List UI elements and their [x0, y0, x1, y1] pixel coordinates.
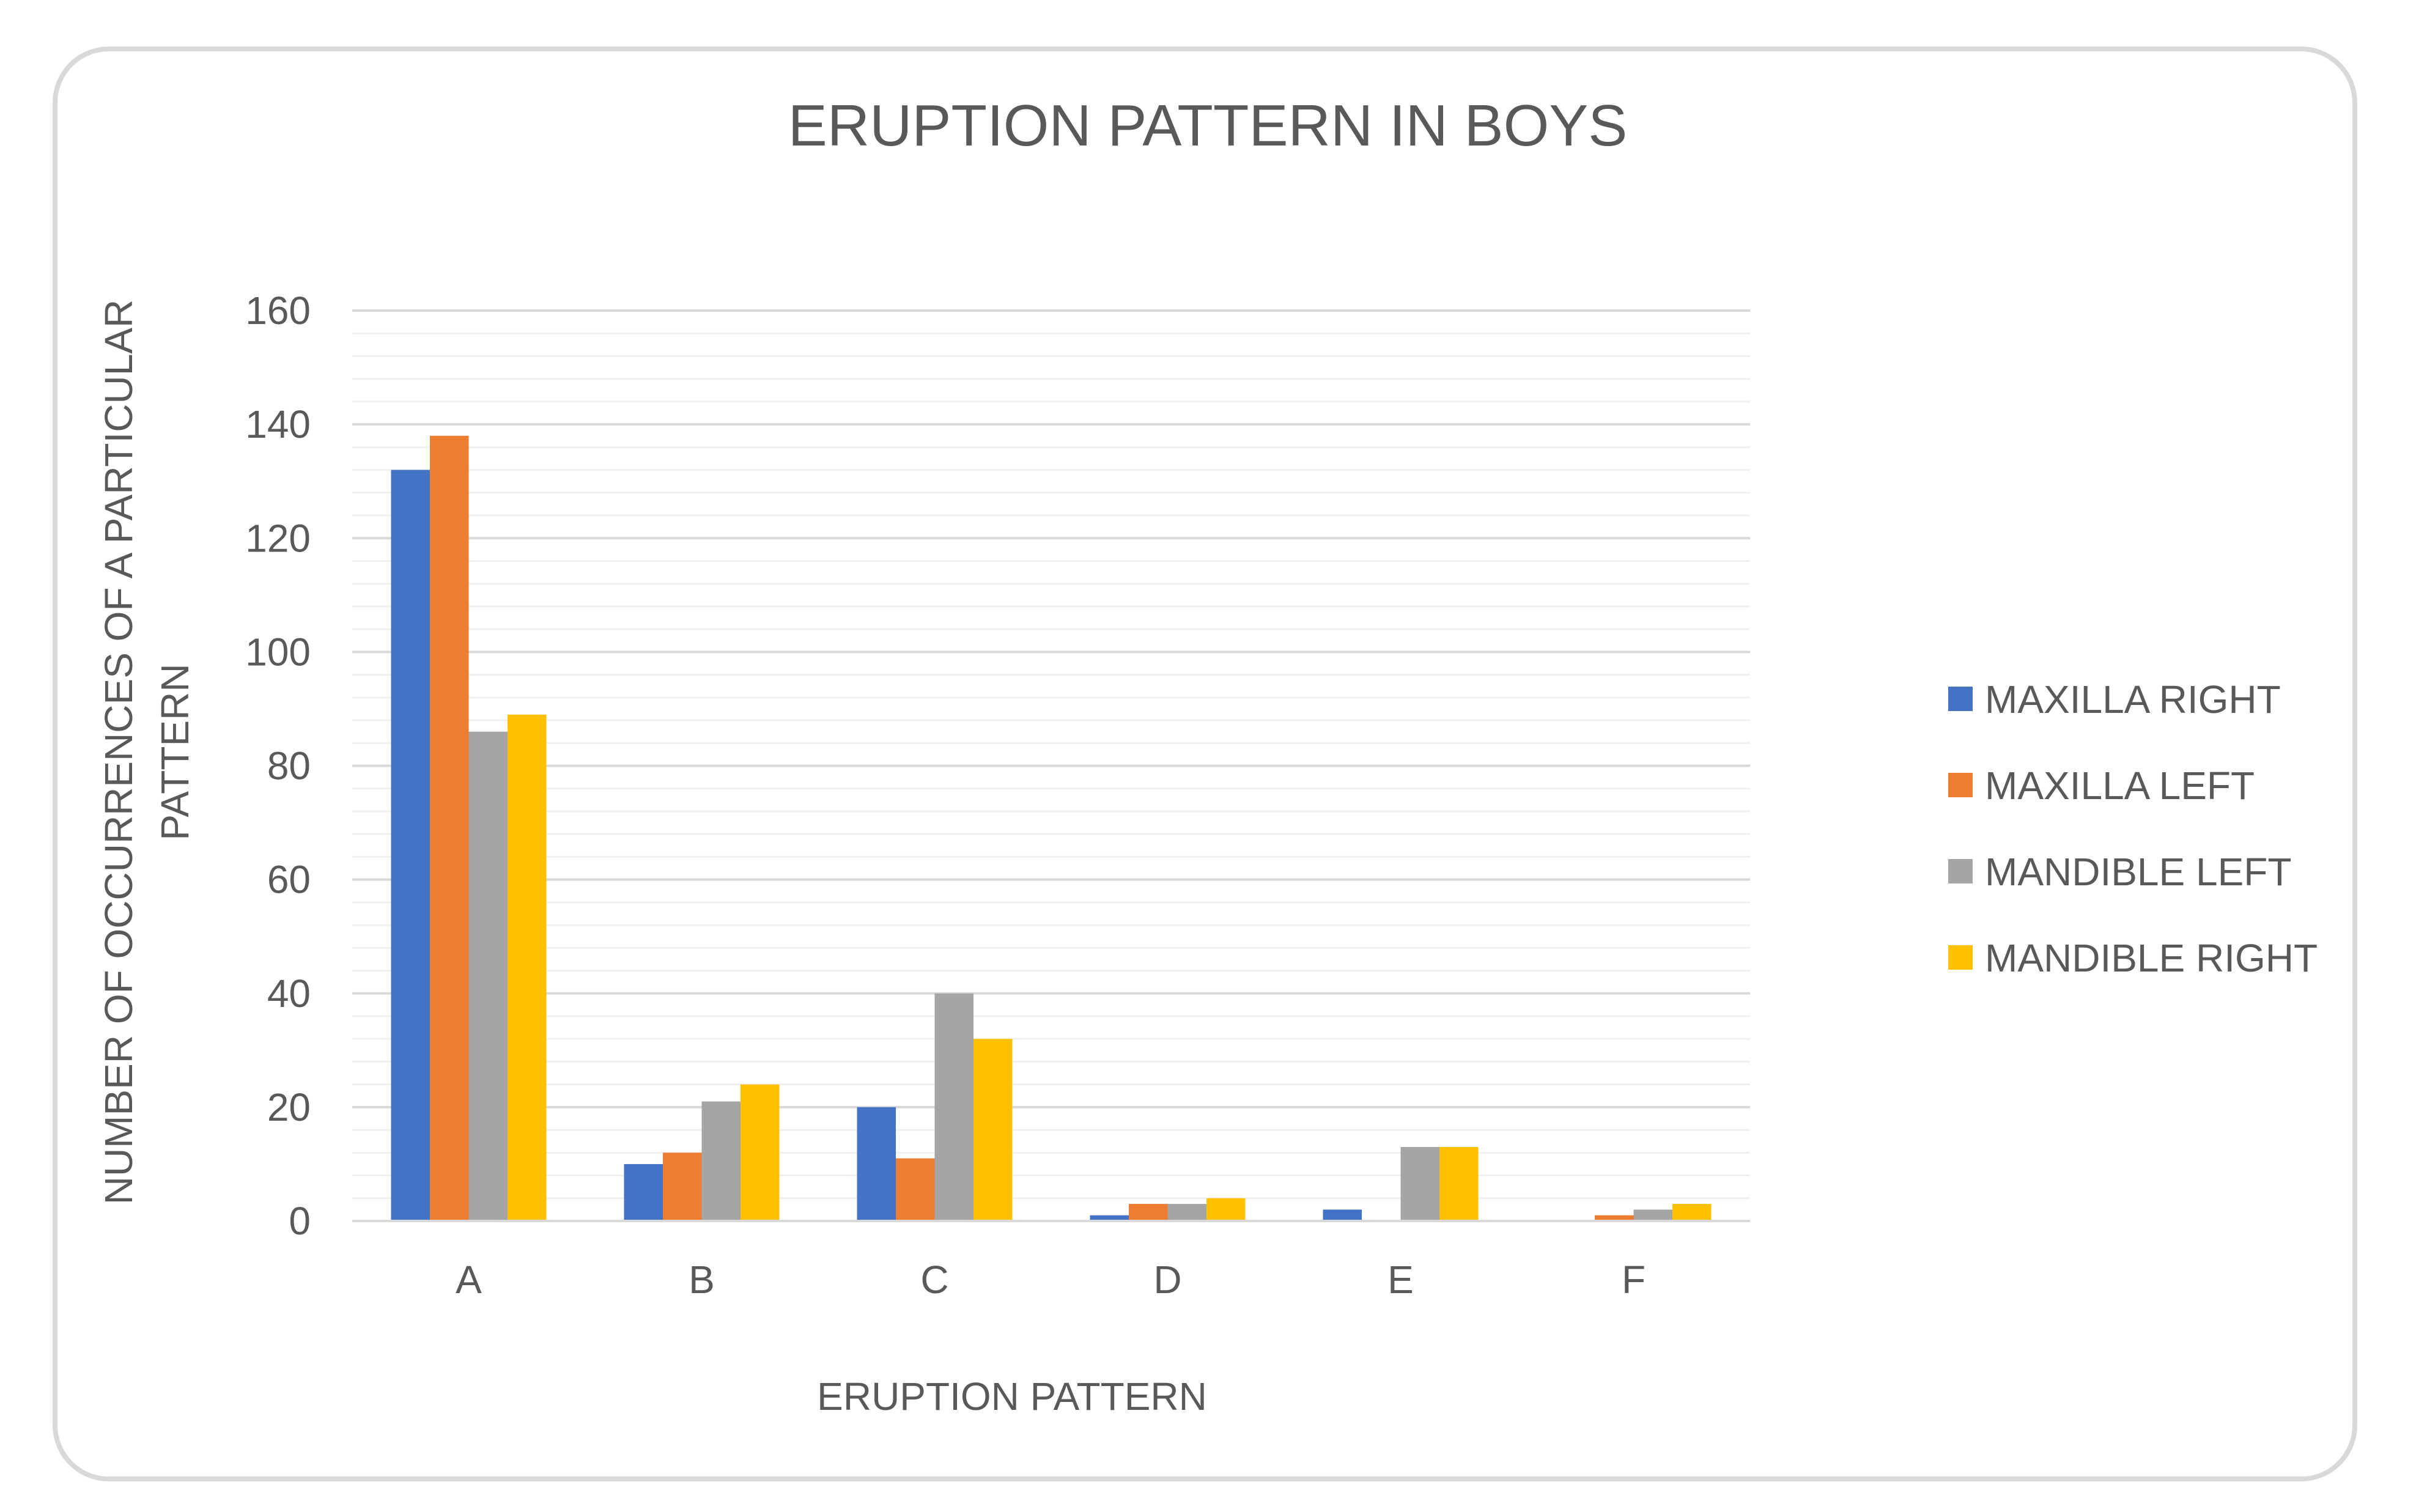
y-tick-labels: 0 20 40 60 80 100 120 140 160 [245, 289, 311, 1243]
legend-label: MAXILLA RIGHT [1985, 677, 2281, 721]
x-tick-label: C [920, 1258, 948, 1302]
y-tick-label: 140 [245, 402, 311, 446]
legend: MAXILLA RIGHT MAXILLA LEFT MANDIBLE LEFT MA… [1948, 677, 2318, 980]
x-tick-label: D [1153, 1258, 1181, 1302]
bar [857, 1107, 896, 1221]
bar [741, 1084, 780, 1221]
y-tick-label: 120 [245, 516, 311, 560]
y-tick-label: 100 [245, 630, 311, 674]
legend-label: MAXILLA LEFT [1985, 764, 2255, 808]
x-tick-label: E [1387, 1258, 1414, 1302]
x-tick-label: A [456, 1258, 482, 1302]
y-axis-title: NUMBER OF OCCURRENCES OF A PARTICULAR PA… [97, 300, 197, 1205]
bar [1595, 1215, 1634, 1221]
grid-lines [352, 309, 1750, 1200]
legend-swatch [1948, 773, 1973, 797]
bar [701, 1101, 741, 1221]
y-tick-label: 60 [267, 858, 311, 902]
bar [1400, 1147, 1439, 1221]
bar [1633, 1209, 1672, 1221]
legend-swatch [1948, 945, 1973, 970]
bar [1090, 1215, 1129, 1221]
bar [391, 470, 430, 1222]
legend-label: MANDIBLE RIGHT [1985, 936, 2318, 980]
y-tick-label: 20 [267, 1085, 311, 1129]
bar [1167, 1204, 1206, 1221]
chart-title: ERUPTION PATTERN IN BOYS [788, 93, 1628, 158]
bar [508, 714, 547, 1221]
bar [1129, 1204, 1168, 1221]
legend-label: MANDIBLE LEFT [1985, 850, 2291, 894]
y-tick-label: 80 [267, 744, 311, 788]
legend-swatch [1948, 859, 1973, 883]
bar [1323, 1209, 1362, 1221]
x-axis-title: ERUPTION PATTERN [817, 1374, 1207, 1418]
legend-swatch [1948, 687, 1973, 711]
x-tick-labels: A B C D E F [456, 1258, 1646, 1302]
bar [973, 1039, 1013, 1221]
bar [1206, 1198, 1246, 1221]
bar [1439, 1147, 1479, 1221]
y-axis-title-line-1: NUMBER OF OCCURRENCES OF A PARTICULAR [97, 300, 141, 1205]
y-tick-label: 0 [289, 1199, 311, 1243]
bar [468, 731, 508, 1221]
bar [896, 1158, 935, 1221]
x-tick-label: F [1622, 1258, 1646, 1302]
y-axis-title-line-2: PATTERN [153, 663, 197, 840]
bar [1672, 1204, 1712, 1221]
bar [430, 435, 469, 1221]
y-tick-label: 160 [245, 289, 311, 333]
bars [391, 435, 1712, 1222]
y-tick-label: 40 [267, 972, 311, 1016]
bar [663, 1152, 702, 1221]
x-tick-label: B [689, 1258, 715, 1302]
bar [624, 1164, 663, 1221]
bar [934, 993, 973, 1221]
